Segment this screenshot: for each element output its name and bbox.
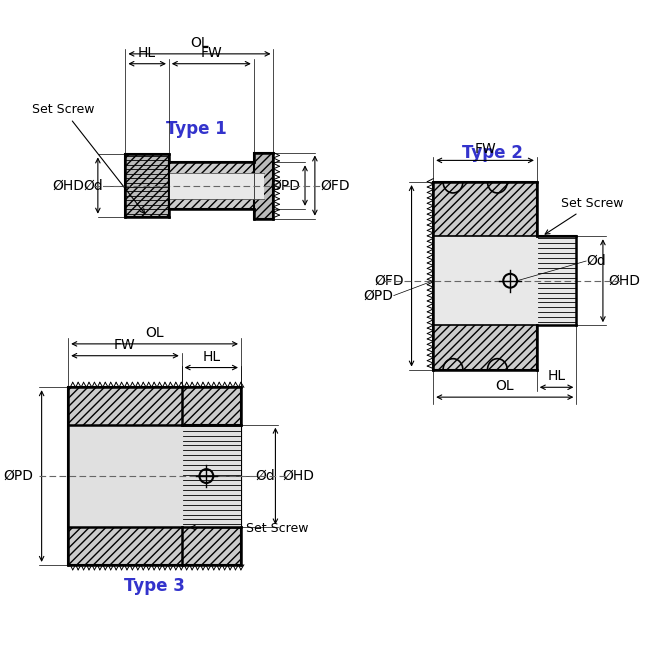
Text: Ød: Ød [586,254,606,268]
Text: Ød: Ød [256,469,275,483]
Text: ØFD: ØFD [374,274,403,287]
Text: Ød: Ød [83,179,103,193]
Bar [254,153,273,218]
Bar [169,162,263,209]
Text: ØHD: ØHD [52,179,84,193]
Bar [68,425,241,527]
Text: OL: OL [495,379,514,393]
Bar [182,425,241,527]
Bar [68,387,241,565]
Text: Set Screw: Set Screw [32,103,145,214]
Text: HL: HL [138,46,156,60]
Text: Type 3: Type 3 [124,577,184,595]
Text: ØFD: ØFD [321,179,350,193]
Text: Type 1: Type 1 [166,120,227,138]
Text: Set Screw: Set Screw [191,523,308,535]
Bar [537,237,576,325]
Text: FW: FW [200,46,222,60]
Text: Set Screw: Set Screw [545,197,624,234]
Bar [433,237,576,325]
Bar [169,174,263,199]
Text: OL: OL [145,326,164,340]
Text: FW: FW [474,143,496,157]
Text: FW: FW [114,338,136,352]
Text: OL: OL [190,36,209,50]
Text: ØPD: ØPD [364,289,394,303]
Text: HL: HL [202,350,220,364]
Bar [433,182,537,370]
Text: ØPD: ØPD [270,179,300,193]
Text: HL: HL [547,369,565,383]
Bar [125,155,169,216]
Text: ØHD: ØHD [282,469,314,483]
Text: ØPD: ØPD [4,469,34,483]
Text: Type 2: Type 2 [462,144,523,162]
Text: ØHD: ØHD [609,274,641,287]
